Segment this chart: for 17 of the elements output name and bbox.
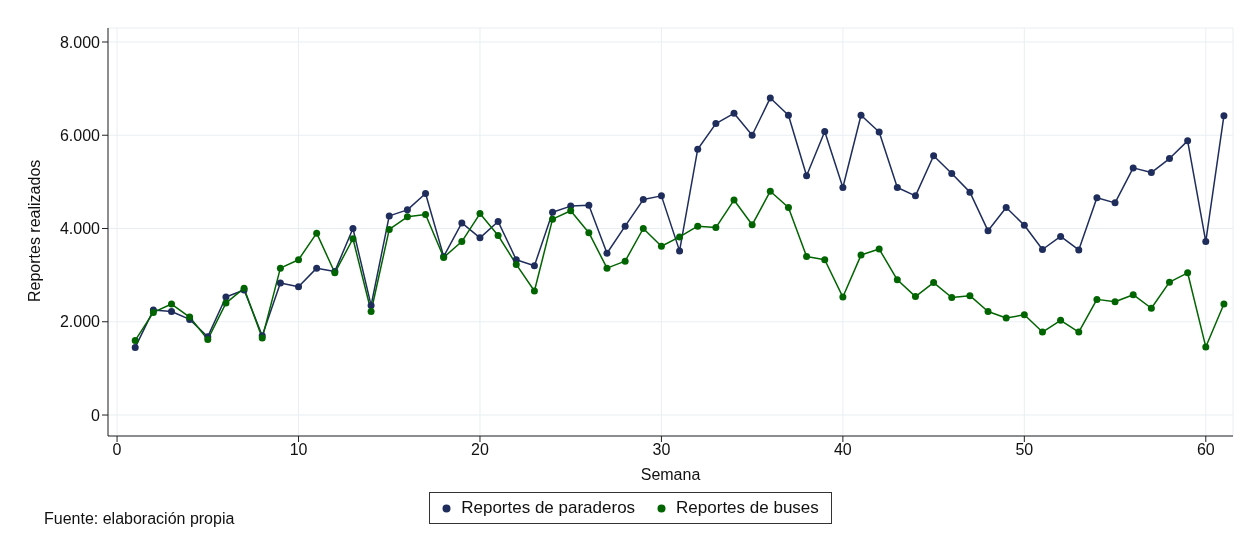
y-tick-label: 2.000	[59, 313, 101, 331]
x-tick-label: 60	[1196, 441, 1215, 459]
y-tick-label: 6.000	[59, 126, 101, 144]
x-tick-label: 20	[471, 441, 489, 459]
legend-label: Reportes de paraderos	[460, 498, 636, 518]
x-tick-label: 0	[112, 441, 122, 459]
y-tick-label: 4.000	[59, 220, 101, 238]
x-tick-label: 30	[652, 441, 671, 459]
x-tick-label: 40	[833, 441, 852, 459]
x-axis-title: Semana	[640, 466, 701, 483]
x-tick-label: 50	[1015, 441, 1034, 459]
y-tick-label: 8.000	[59, 33, 101, 51]
source-note: Fuente: elaboración propia	[44, 510, 235, 528]
y-tick-label: 0	[91, 406, 101, 424]
x-tick-label: 10	[289, 441, 308, 459]
legend-label: Reportes de buses	[675, 498, 819, 518]
y-axis-title: Reportes realizados	[25, 159, 43, 302]
